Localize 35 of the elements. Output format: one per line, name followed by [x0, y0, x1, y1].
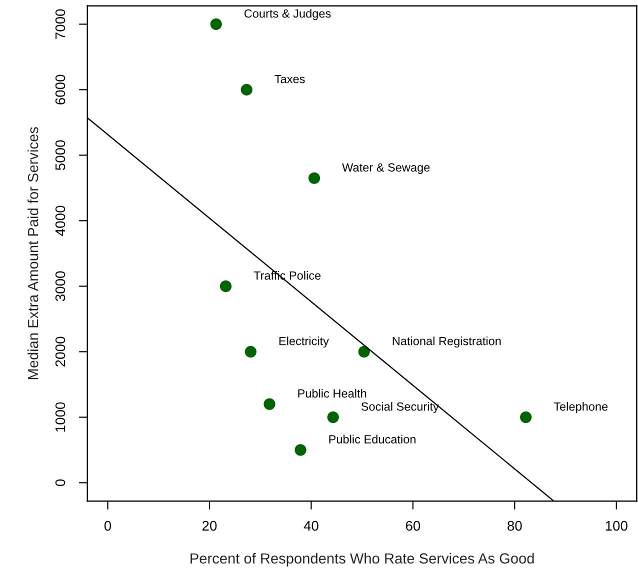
y-tick-label: 1000: [55, 402, 66, 432]
x-tick-label: 40: [304, 520, 318, 531]
y-tick-label: 0: [55, 479, 66, 486]
annotation: Public Education: [329, 434, 416, 444]
x-tick-label: 20: [202, 520, 217, 531]
y-tick-label: 3000: [55, 271, 66, 302]
annotation: Electricity: [279, 336, 329, 348]
point: [220, 280, 232, 292]
y-axis-title: Median Extra Amount Paid for Services: [28, 127, 38, 380]
point: [520, 411, 532, 424]
point: [244, 346, 256, 358]
annotation: Social Security: [361, 402, 439, 414]
point: [210, 18, 222, 30]
x-tick-label: 80: [508, 520, 522, 531]
annotation: Public Health: [298, 388, 366, 398]
y-tick-label: 4000: [55, 206, 66, 236]
point: [264, 398, 276, 410]
point: [240, 84, 252, 96]
point: [308, 172, 320, 184]
y-tick-label: 7000: [55, 9, 66, 39]
point: [327, 411, 339, 424]
y-tick-label: 5000: [55, 140, 66, 170]
x-tick-label: 100: [606, 520, 628, 531]
x-tick-label: 60: [406, 520, 420, 531]
point: [358, 346, 370, 358]
annotation: Taxes: [274, 74, 305, 84]
y-tick-label: 6000: [55, 74, 66, 104]
x-axis-title: Percent of Respondents Who Rate Services As Good: [190, 552, 534, 566]
annotation: Courts & Judges: [244, 9, 331, 20]
annotation: National Registration: [392, 336, 501, 348]
point: [294, 444, 306, 456]
y-tick-label: 2000: [55, 336, 66, 366]
x-tick-label: 0: [104, 520, 112, 531]
annotation: Telephone: [554, 402, 608, 414]
annotation: Water & Sewage: [342, 163, 430, 174]
